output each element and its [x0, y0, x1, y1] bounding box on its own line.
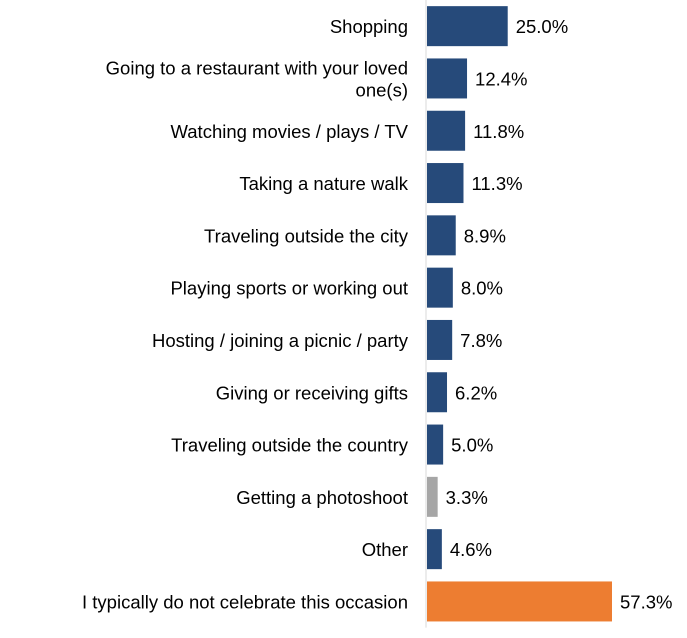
- category-label-9: Traveling outside the country: [171, 435, 409, 456]
- category-label-4: Taking a nature walk: [239, 173, 408, 194]
- value-label-10: 3.3%: [446, 487, 488, 508]
- value-label-2: 12.4%: [475, 68, 527, 89]
- value-label-6: 8.0%: [461, 278, 503, 299]
- bar-11: [427, 529, 442, 570]
- category-label-line: Going to a restaurant with your loved: [106, 57, 408, 78]
- bar-10: [427, 476, 438, 517]
- bar-1: [427, 6, 508, 47]
- category-label-1: Shopping: [330, 16, 408, 37]
- value-label-5: 8.9%: [464, 225, 506, 246]
- bar-3: [427, 110, 466, 151]
- category-label-11: Other: [362, 539, 408, 560]
- labels-layer: 25.0% Shopping 12.4% Going to a restaurant …: [82, 16, 672, 612]
- bar-12: [427, 581, 612, 622]
- bar-5: [427, 215, 456, 256]
- category-label-12: I typically do not celebrate this occasi…: [82, 591, 408, 612]
- bar-4: [427, 163, 464, 204]
- bar-7: [427, 319, 453, 360]
- value-label-4: 11.3%: [471, 173, 522, 194]
- category-label-6: Playing sports or working out: [170, 278, 408, 299]
- category-label-7: Hosting / joining a picnic / party: [152, 330, 409, 351]
- category-label-5: Traveling outside the city: [204, 225, 409, 246]
- value-label-3: 11.8%: [473, 121, 524, 142]
- value-label-9: 5.0%: [451, 435, 493, 456]
- bar-9: [427, 424, 444, 465]
- value-label-11: 4.6%: [450, 539, 492, 560]
- category-label-line: one(s): [356, 79, 408, 100]
- category-label-3: Watching movies / plays / TV: [170, 121, 408, 142]
- bar-8: [427, 372, 448, 413]
- bar-6: [427, 267, 453, 308]
- category-label-8: Giving or receiving gifts: [216, 382, 408, 403]
- bar-2: [427, 58, 468, 99]
- value-label-12: 57.3%: [620, 591, 672, 612]
- bars-layer: [427, 6, 612, 622]
- value-label-8: 6.2%: [455, 382, 497, 403]
- category-label-2: Going to a restaurant with your loved one…: [106, 57, 408, 100]
- category-label-10: Getting a photoshoot: [236, 487, 408, 508]
- value-label-7: 7.8%: [460, 330, 502, 351]
- value-label-1: 25.0%: [516, 16, 568, 37]
